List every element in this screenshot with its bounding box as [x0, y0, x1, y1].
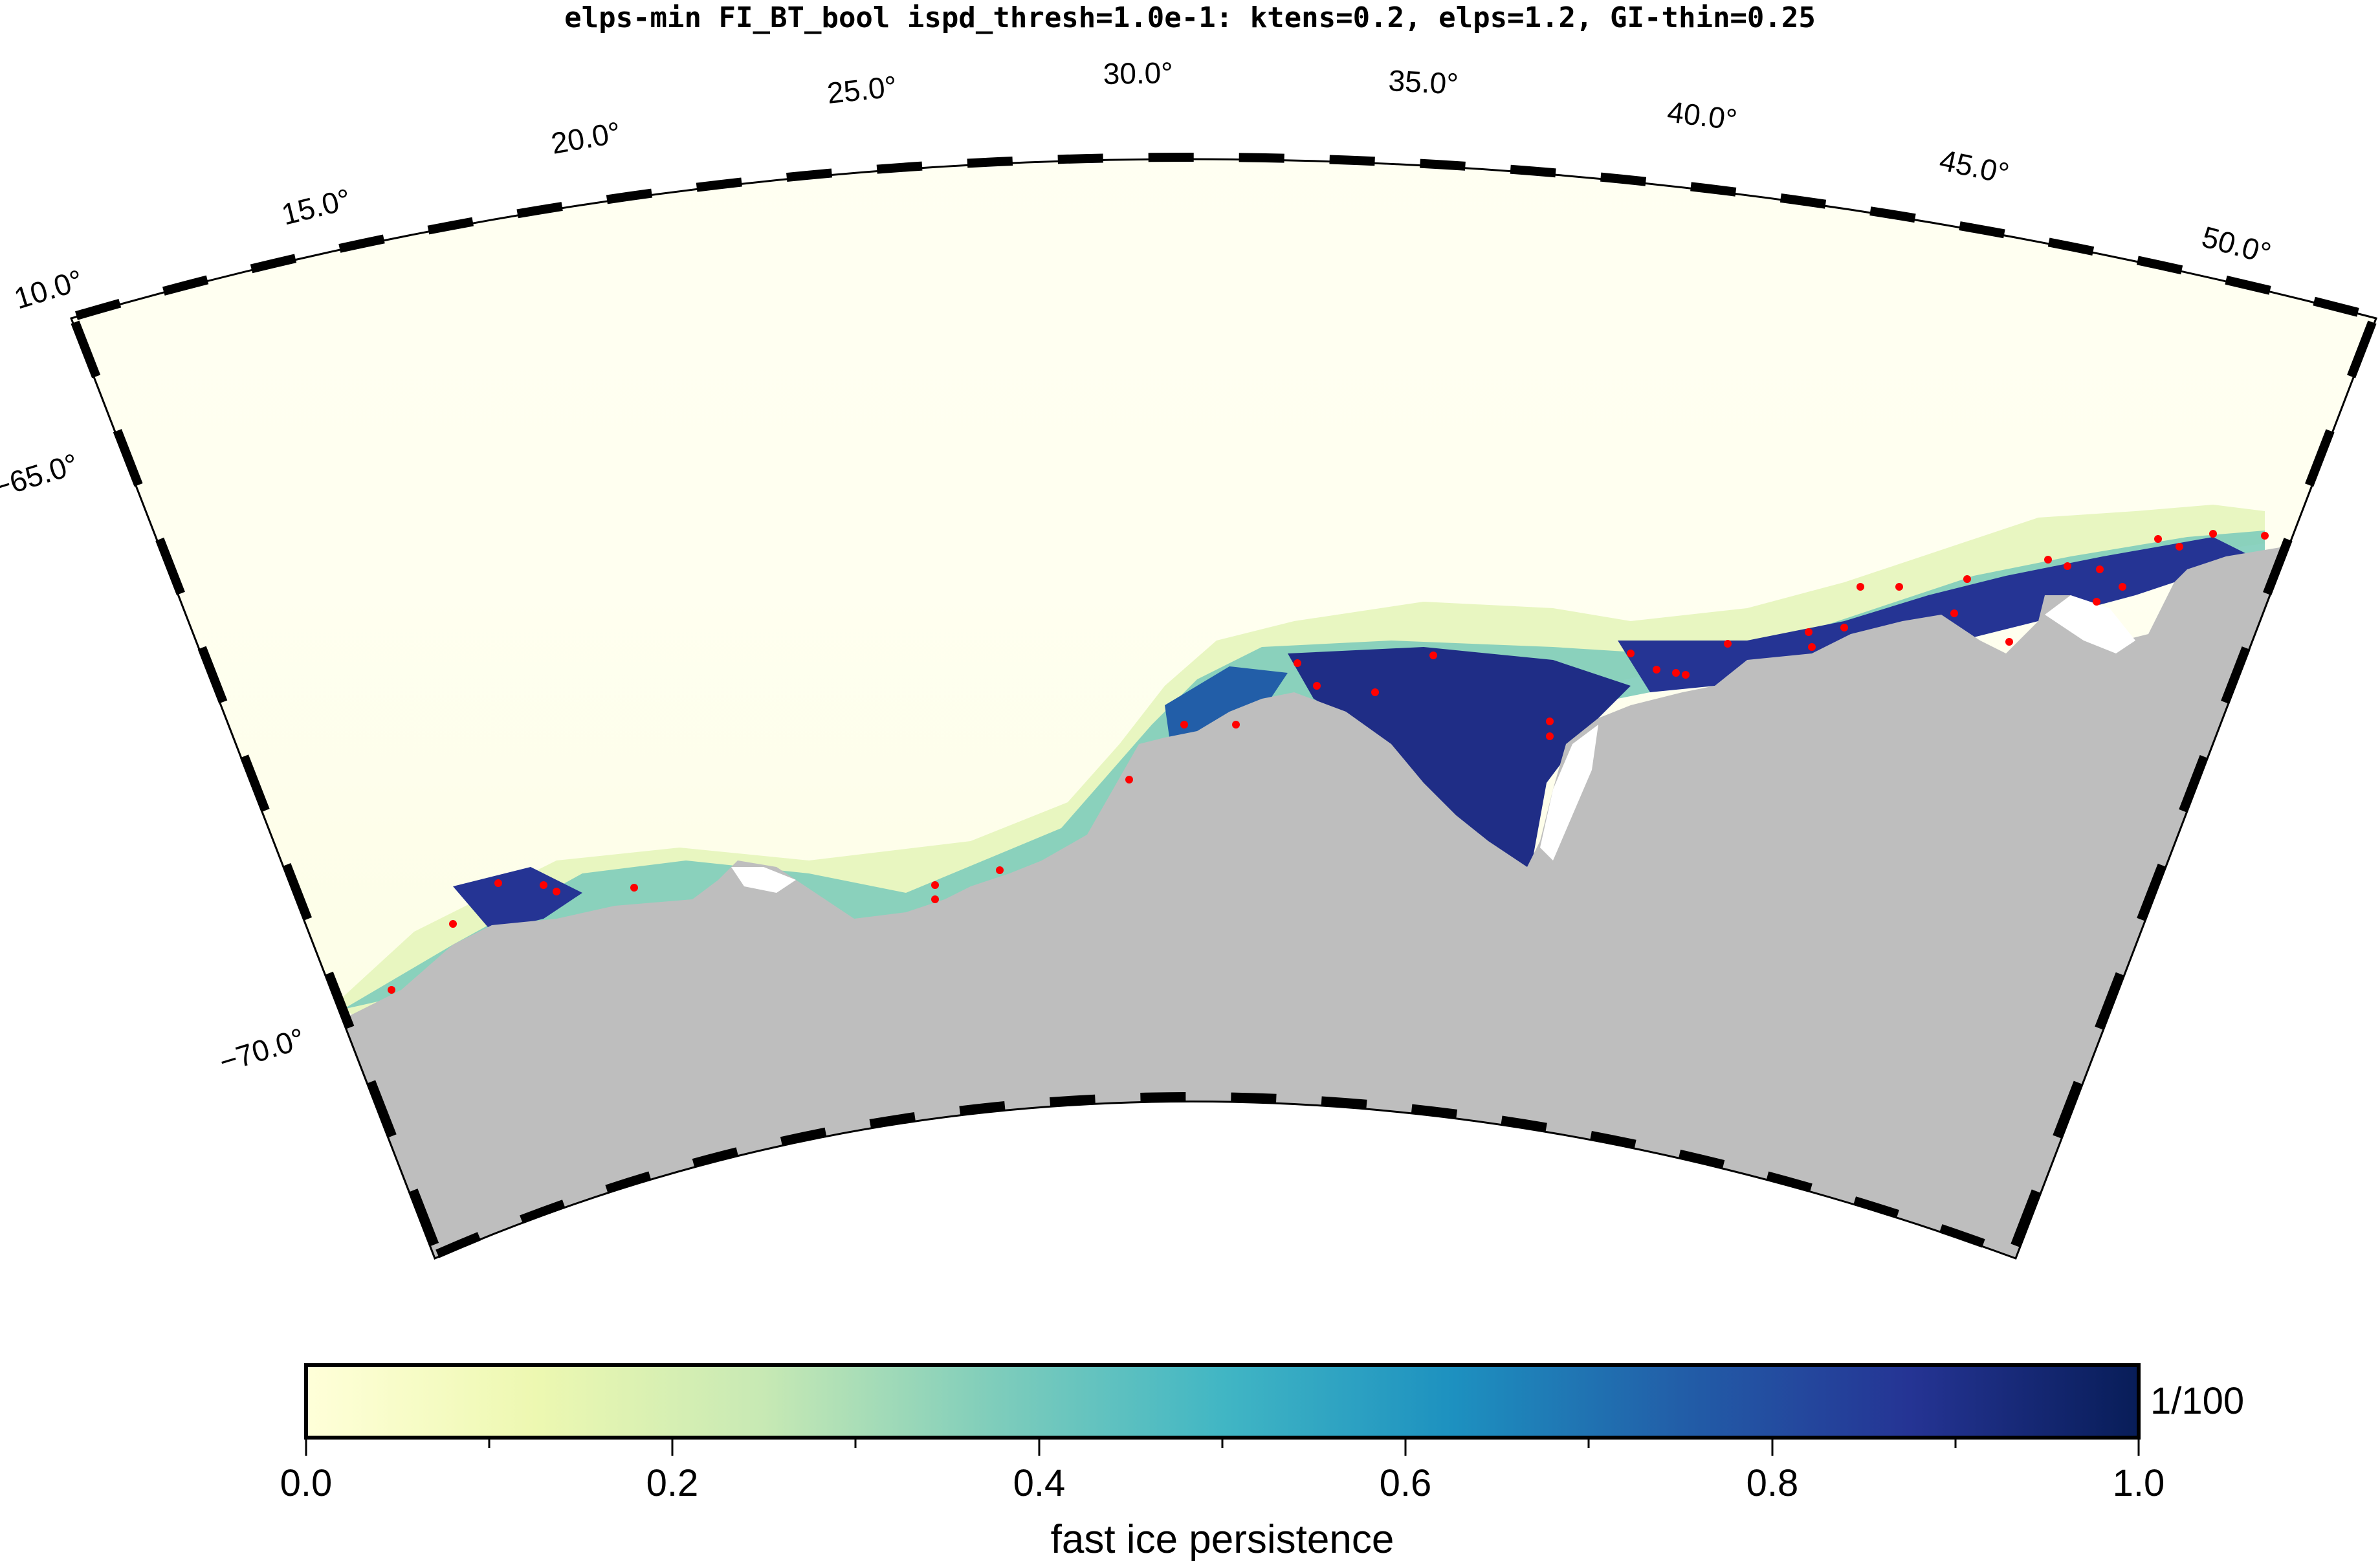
lon-label-20: 20.0° [549, 115, 623, 160]
lon-label-45: 45.0° [1937, 143, 2012, 190]
colorbar-gradient [304, 1363, 2141, 1440]
cbar-tick-3: 0.6 [1380, 1462, 1432, 1504]
cbar-tick-5: 1.0 [2113, 1462, 2165, 1504]
colorbar-tick-labels: 0.0 0.2 0.4 0.6 0.8 1.0 [280, 1462, 2165, 1504]
lat-label-65: −65.0° [0, 446, 82, 504]
colorbar-unit-label: 1/100 [2150, 1380, 2244, 1422]
fast-ice-dense-bay [1288, 647, 1631, 893]
lon-label-35: 35.0° [1387, 63, 1459, 101]
map-sector [71, 159, 2376, 1258]
map-frame-checker-left [71, 320, 443, 1257]
cbar-tick-0: 0.0 [280, 1462, 333, 1504]
lon-label-50: 50.0° [2198, 219, 2275, 270]
ice-shelf-east [2045, 595, 2135, 653]
lat-label-70: −70.0° [215, 1021, 309, 1079]
grounded-iceberg-markers [388, 530, 2269, 994]
fast-ice-dense-east [1618, 537, 2252, 692]
map-frame-checker-right [2007, 320, 2377, 1257]
ice-shelf-bay [1540, 725, 1598, 860]
colorbar-label: fast ice persistence [1051, 1517, 1394, 1562]
fast-ice-dense-central [1165, 666, 1288, 751]
cbar-tick-2: 0.4 [1013, 1462, 1066, 1504]
map-frame-checker-top [75, 153, 2372, 320]
lon-label-10: 10.0° [10, 263, 87, 315]
cbar-tick-4: 0.8 [1746, 1462, 1799, 1504]
map-title: elps-min FI_BT_bool ispd_thresh=1.0e-1: … [564, 1, 1816, 34]
land-antarctica [324, 543, 2342, 1258]
lon-label-15: 15.0° [278, 182, 354, 232]
fast-ice-dense-west [453, 867, 582, 932]
ice-shelf-west [731, 867, 796, 893]
lon-label-40: 40.0° [1666, 94, 1739, 137]
lon-label-30: 30.0° [1103, 56, 1173, 91]
colorbar-ticks [305, 1440, 2140, 1456]
cbar-tick-1: 0.2 [646, 1462, 699, 1504]
lon-label-25: 25.0° [826, 69, 899, 110]
colorbar: 0.0 0.2 0.4 0.6 0.8 1.0 1/100 fast ice p… [280, 1363, 2244, 1562]
